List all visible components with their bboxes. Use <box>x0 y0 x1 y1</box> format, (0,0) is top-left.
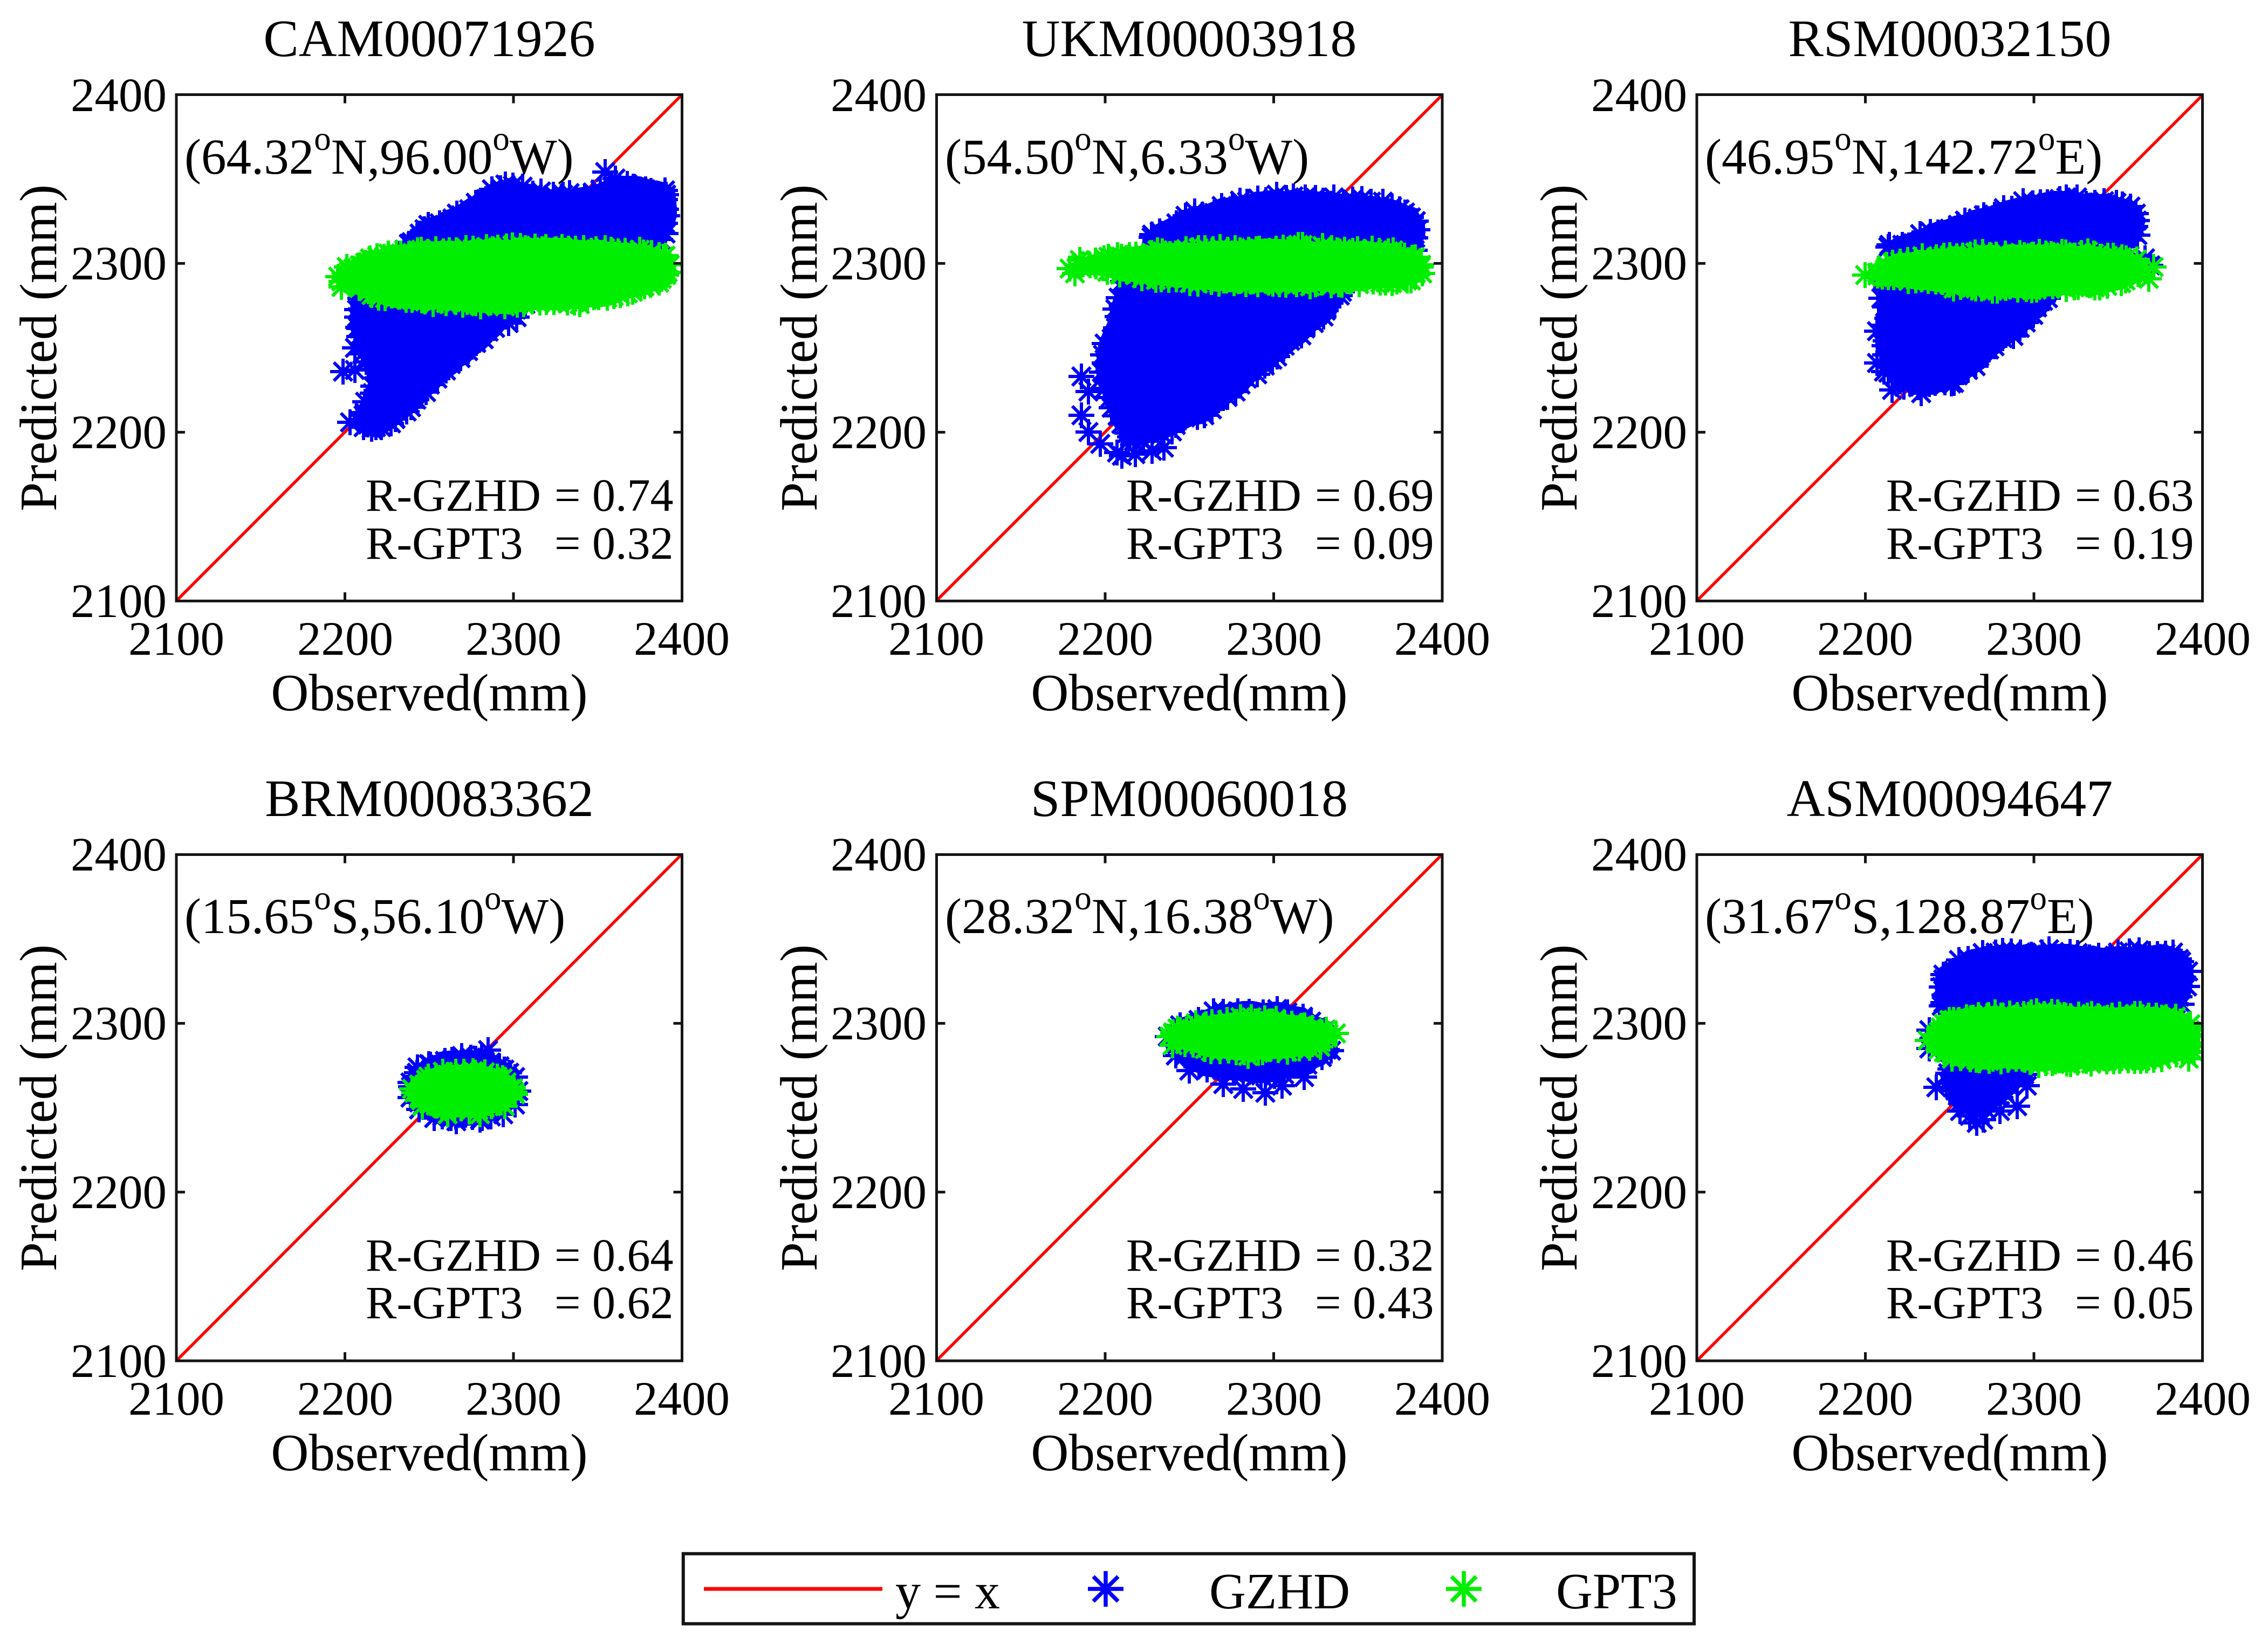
svg-text:= 0.63: = 0.63 <box>2075 469 2194 521</box>
svg-text:Observed(mm): Observed(mm) <box>1791 1424 2108 1482</box>
svg-text:= 0.46: = 0.46 <box>2075 1229 2194 1281</box>
svg-text:2300: 2300 <box>1226 1373 1322 1425</box>
svg-text:2400: 2400 <box>2155 1373 2251 1425</box>
svg-text:= 0.09: = 0.09 <box>1315 517 1434 569</box>
svg-text:Observed(mm): Observed(mm) <box>1791 664 2108 722</box>
svg-text:CAM00071926: CAM00071926 <box>263 10 595 68</box>
svg-text:2100: 2100 <box>888 613 984 666</box>
svg-text:UKM00003918: UKM00003918 <box>1022 10 1357 68</box>
svg-text:2400: 2400 <box>634 1373 730 1425</box>
svg-text:ASM00094647: ASM00094647 <box>1787 770 2113 828</box>
svg-text:R-GZHD: R-GZHD <box>366 469 541 521</box>
svg-text:2100: 2100 <box>128 613 224 666</box>
svg-text:R-GZHD: R-GZHD <box>1886 469 2061 521</box>
svg-text:2100: 2100 <box>71 575 167 628</box>
svg-text:2100: 2100 <box>888 1373 984 1425</box>
svg-text:SPM00060018: SPM00060018 <box>1031 770 1348 828</box>
svg-text:(28.32oN,16.38oW): (28.32oN,16.38oW) <box>945 879 1334 944</box>
svg-text:2300: 2300 <box>831 237 927 290</box>
svg-text:2100: 2100 <box>1591 575 1687 628</box>
svg-text:= 0.43: = 0.43 <box>1315 1277 1434 1328</box>
svg-text:2400: 2400 <box>1394 1373 1490 1425</box>
svg-text:2300: 2300 <box>831 997 927 1050</box>
svg-text:2400: 2400 <box>1394 613 1490 666</box>
svg-text:2200: 2200 <box>1057 1373 1153 1425</box>
svg-text:R-GPT3: R-GPT3 <box>1886 517 2043 569</box>
svg-text:2400: 2400 <box>71 69 167 122</box>
svg-text:2400: 2400 <box>1591 69 1687 122</box>
svg-text:2100: 2100 <box>71 1335 167 1388</box>
svg-text:2100: 2100 <box>1591 1335 1687 1388</box>
svg-text:Observed(mm): Observed(mm) <box>271 664 587 722</box>
svg-text:2300: 2300 <box>1986 613 2082 666</box>
svg-text:R-GPT3: R-GPT3 <box>1886 1277 2043 1328</box>
svg-text:R-GPT3: R-GPT3 <box>1126 517 1283 569</box>
svg-text:2400: 2400 <box>831 69 927 122</box>
svg-text:2300: 2300 <box>1591 997 1687 1050</box>
svg-text:BRM00083362: BRM00083362 <box>265 770 594 828</box>
svg-text:2200: 2200 <box>71 1166 167 1219</box>
svg-text:R-GZHD: R-GZHD <box>366 1229 541 1281</box>
svg-text:2300: 2300 <box>465 613 561 666</box>
svg-text:2100: 2100 <box>1649 1373 1745 1425</box>
svg-text:2200: 2200 <box>71 406 167 459</box>
svg-text:(64.32oN,96.00oW): (64.32oN,96.00oW) <box>184 120 574 185</box>
svg-text:2400: 2400 <box>634 613 730 666</box>
svg-text:= 0.69: = 0.69 <box>1315 469 1434 521</box>
svg-text:2200: 2200 <box>1817 1373 1913 1425</box>
svg-text:Observed(mm): Observed(mm) <box>271 1424 587 1482</box>
svg-text:2400: 2400 <box>71 828 167 881</box>
svg-text:2200: 2200 <box>831 1166 927 1219</box>
svg-text:2200: 2200 <box>297 613 393 666</box>
svg-text:2200: 2200 <box>1817 613 1913 666</box>
svg-text:2200: 2200 <box>297 1373 393 1425</box>
svg-text:2300: 2300 <box>1226 613 1322 666</box>
svg-text:Predicted (mm): Predicted (mm) <box>10 184 67 511</box>
svg-text:= 0.05: = 0.05 <box>2075 1277 2194 1328</box>
svg-text:R-GPT3: R-GPT3 <box>366 1277 523 1328</box>
svg-text:2200: 2200 <box>831 406 927 459</box>
svg-text:2400: 2400 <box>831 828 927 881</box>
svg-text:2300: 2300 <box>1591 237 1687 290</box>
svg-text:R-GZHD: R-GZHD <box>1886 1229 2061 1281</box>
svg-text:Predicted (mm): Predicted (mm) <box>1530 184 1588 511</box>
svg-text:2300: 2300 <box>465 1373 561 1425</box>
svg-text:Predicted (mm): Predicted (mm) <box>1530 944 1588 1271</box>
svg-text:= 0.62: = 0.62 <box>554 1277 674 1328</box>
svg-text:R-GPT3: R-GPT3 <box>366 517 523 569</box>
svg-text:(31.67oS,128.87oE): (31.67oS,128.87oE) <box>1705 879 2094 944</box>
svg-text:2200: 2200 <box>1591 406 1687 459</box>
svg-text:2400: 2400 <box>1591 828 1687 881</box>
svg-text:2100: 2100 <box>831 1335 927 1388</box>
svg-text:2400: 2400 <box>2155 613 2251 666</box>
svg-text:Predicted (mm): Predicted (mm) <box>770 944 828 1271</box>
svg-text:= 0.32: = 0.32 <box>554 517 674 569</box>
svg-text:y = x: y = x <box>895 1564 1000 1620</box>
svg-text:R-GZHD: R-GZHD <box>1126 1229 1301 1281</box>
svg-text:Observed(mm): Observed(mm) <box>1031 1424 1347 1482</box>
svg-text:GZHD: GZHD <box>1209 1564 1350 1620</box>
svg-text:2100: 2100 <box>831 575 927 628</box>
svg-text:2200: 2200 <box>1591 1166 1687 1219</box>
svg-text:Observed(mm): Observed(mm) <box>1031 664 1347 722</box>
svg-text:2100: 2100 <box>128 1373 224 1425</box>
svg-text:Predicted (mm): Predicted (mm) <box>10 944 67 1271</box>
svg-text:(15.65oS,56.10oW): (15.65oS,56.10oW) <box>184 879 565 944</box>
svg-text:Predicted (mm): Predicted (mm) <box>770 184 828 511</box>
svg-text:R-GZHD: R-GZHD <box>1126 469 1301 521</box>
svg-text:2100: 2100 <box>1649 613 1745 666</box>
svg-text:GPT3: GPT3 <box>1556 1564 1677 1620</box>
svg-text:(46.95oN,142.72oE): (46.95oN,142.72oE) <box>1705 120 2102 185</box>
svg-text:2300: 2300 <box>71 237 167 290</box>
svg-text:= 0.19: = 0.19 <box>2075 517 2194 569</box>
svg-text:2200: 2200 <box>1057 613 1153 666</box>
svg-text:(54.50oN,6.33oW): (54.50oN,6.33oW) <box>945 120 1309 185</box>
svg-text:2300: 2300 <box>1986 1373 2082 1425</box>
svg-text:2300: 2300 <box>71 997 167 1050</box>
svg-text:RSM00032150: RSM00032150 <box>1788 10 2111 68</box>
svg-text:= 0.64: = 0.64 <box>554 1229 674 1281</box>
svg-text:= 0.32: = 0.32 <box>1315 1229 1434 1281</box>
svg-text:R-GPT3: R-GPT3 <box>1126 1277 1283 1328</box>
svg-text:= 0.74: = 0.74 <box>554 469 674 521</box>
